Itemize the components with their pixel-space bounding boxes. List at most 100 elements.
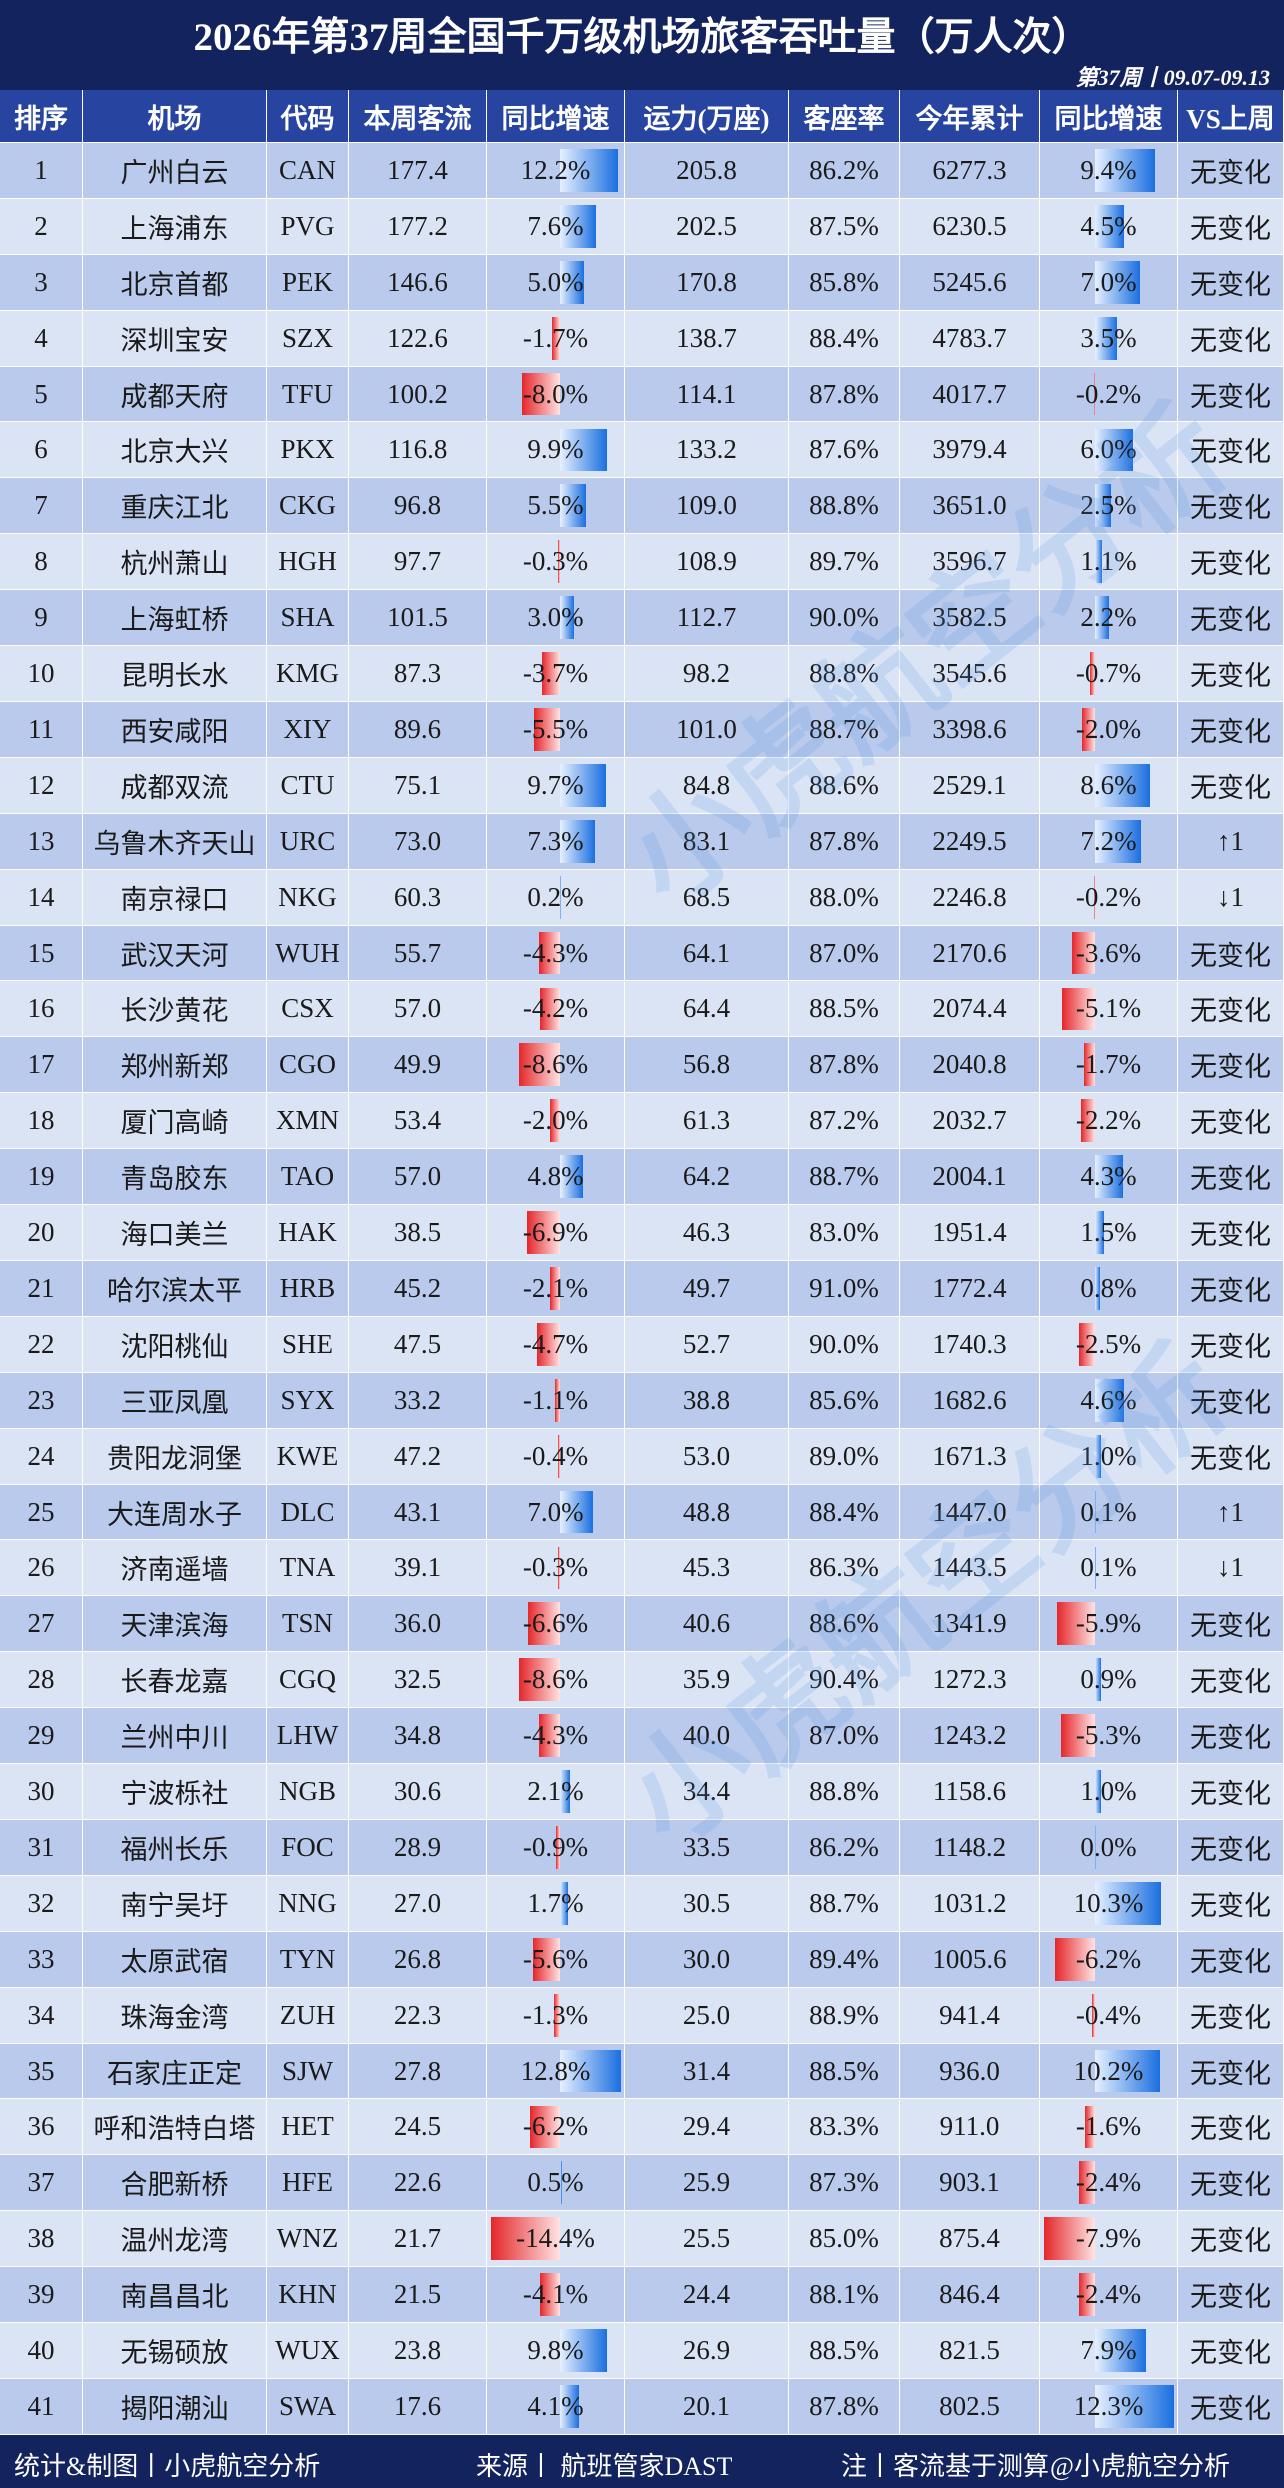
cell-text: 上海浦东 <box>120 213 229 244</box>
table-cell: 无变化 <box>1178 1820 1284 1876</box>
table-cell: NKG <box>267 869 349 926</box>
table-cell: HFE <box>267 2155 349 2212</box>
table-cell: 20.1 <box>625 2379 789 2435</box>
cell-text: 9.7% <box>527 769 584 800</box>
cell-text: 32 <box>27 1887 55 1918</box>
yoy-bar <box>559 149 619 192</box>
table-cell: ↓1 <box>1178 1540 1284 1597</box>
table-cell: 25.9 <box>625 2155 789 2212</box>
cell-text: 122.6 <box>387 322 448 353</box>
yoy-bar <box>537 1322 560 1366</box>
cell-text: 9.8% <box>527 2335 584 2366</box>
cell-text: -6.2% <box>1075 1943 1142 1974</box>
cell-text: 石家庄正定 <box>107 2058 242 2089</box>
cell-text: XMN <box>275 1105 339 1136</box>
cell-text: 146.6 <box>387 266 448 297</box>
table-cell: 2004.1 <box>900 1149 1040 1206</box>
cell-text: 1443.5 <box>932 1552 1007 1583</box>
cell-text: 无变化 <box>1190 1387 1271 1418</box>
cell-text: 90.4% <box>809 1664 879 1695</box>
column-header: 客座率 <box>789 90 900 143</box>
table-cell: 89.7% <box>789 534 900 591</box>
cell-text: 2032.7 <box>932 1105 1007 1136</box>
yoy-bar <box>542 652 560 695</box>
cell-text: 88.0% <box>809 881 879 912</box>
table-cell: 4783.7 <box>900 310 1040 367</box>
yoy-bar <box>1094 1546 1096 1590</box>
cell-text: 1158.6 <box>932 1776 1007 1807</box>
cell-text: 31.4 <box>682 2055 731 2086</box>
cell-text: 无变化 <box>1190 437 1271 468</box>
cell-text: 89.6 <box>393 713 442 744</box>
table-cell: 57.0 <box>349 981 487 1038</box>
cell-text: 无变化 <box>1190 325 1271 356</box>
cell-text: 941.4 <box>939 1999 1000 2030</box>
table-cell: 88.7% <box>789 702 900 758</box>
table-cell: HGH <box>267 534 349 591</box>
table-cell: CGO <box>267 1037 349 1094</box>
table-cell: 941.4 <box>900 1987 1040 2044</box>
table-cell: CKG <box>267 478 349 535</box>
table-cell: 无变化 <box>1178 1428 1284 1485</box>
cell-text: 15 <box>27 937 55 968</box>
cell-text: 3979.4 <box>932 434 1007 465</box>
cell-text: 88.6% <box>809 1608 879 1639</box>
cell-text: 哈尔滨太平 <box>107 1275 242 1306</box>
footer-right: 注丨客流基于测算 <box>841 2452 1050 2481</box>
cell-text: 3 <box>34 266 48 297</box>
table-cell: 1671.3 <box>900 1428 1040 1485</box>
table-cell: -1.6% <box>1040 2099 1178 2156</box>
cell-text: NKG <box>278 881 337 912</box>
table-cell: 贵阳龙洞堡 <box>83 1428 267 1485</box>
cell-text: 98.2 <box>682 658 731 689</box>
cell-text: 18 <box>27 1105 55 1136</box>
cell-text: 无变化 <box>1190 2226 1271 2257</box>
cell-text: DLC <box>280 1496 335 1527</box>
table-cell: 5.5% <box>487 478 625 535</box>
table-cell: TSN <box>267 1596 349 1653</box>
cell-text: 4.5% <box>1080 210 1137 241</box>
yoy-bar <box>559 1881 568 1925</box>
cell-text: 0.8% <box>1080 1272 1137 1303</box>
table-cell: ↑1 <box>1178 1484 1284 1541</box>
cell-text: 无变化 <box>1190 1220 1271 1251</box>
table-cell: TNA <box>267 1540 349 1597</box>
cell-text: 20.1 <box>682 2390 731 2421</box>
cell-text: 无变化 <box>1190 549 1271 580</box>
cell-text: 2.5% <box>1080 490 1137 521</box>
cell-text: -0.3% <box>522 546 589 577</box>
table-cell: -7.9% <box>1040 2211 1178 2268</box>
cell-text: CAN <box>278 154 336 185</box>
cell-text: 无变化 <box>1190 2058 1271 2089</box>
yoy-bar <box>1094 1267 1100 1310</box>
cell-text: 89.7% <box>809 546 879 577</box>
table-cell: 12.2% <box>487 143 625 199</box>
cell-text: PVG <box>280 210 335 241</box>
table-cell: 911.0 <box>900 2099 1040 2156</box>
cell-text: LHW <box>276 1720 339 1751</box>
table-cell: 无变化 <box>1178 2211 1284 2268</box>
table-cell: FOC <box>267 1820 349 1876</box>
footer-weibo: @小虎航空分析 <box>1050 2452 1230 2481</box>
table-cell: 68.5 <box>625 869 789 926</box>
table-cell: 34.8 <box>349 1708 487 1765</box>
cell-text: 170.8 <box>676 266 737 297</box>
table-cell: 2040.8 <box>900 1037 1040 1094</box>
table-cell: 无变化 <box>1178 981 1284 1038</box>
table-cell: 无变化 <box>1178 1931 1284 1988</box>
yoy-bar <box>540 2273 560 2317</box>
table-cell: 26.8 <box>349 1931 487 1988</box>
cell-text: 41 <box>27 2390 55 2421</box>
cell-text: 27 <box>27 1608 55 1639</box>
table-cell: 7.3% <box>487 813 625 870</box>
cell-text: -5.3% <box>1075 1720 1142 1751</box>
table-cell: 61.3 <box>625 1093 789 1150</box>
table-cell: 88.5% <box>789 981 900 1038</box>
table-cell: 936.0 <box>900 2043 1040 2100</box>
table-cell: 85.6% <box>789 1372 900 1429</box>
table-cell: 8 <box>0 534 83 591</box>
table-cell: 3.5% <box>1040 310 1178 367</box>
cell-text: 28 <box>27 1664 55 1695</box>
cell-text: 10 <box>27 658 55 689</box>
column-header: 同比增速 <box>487 90 625 143</box>
